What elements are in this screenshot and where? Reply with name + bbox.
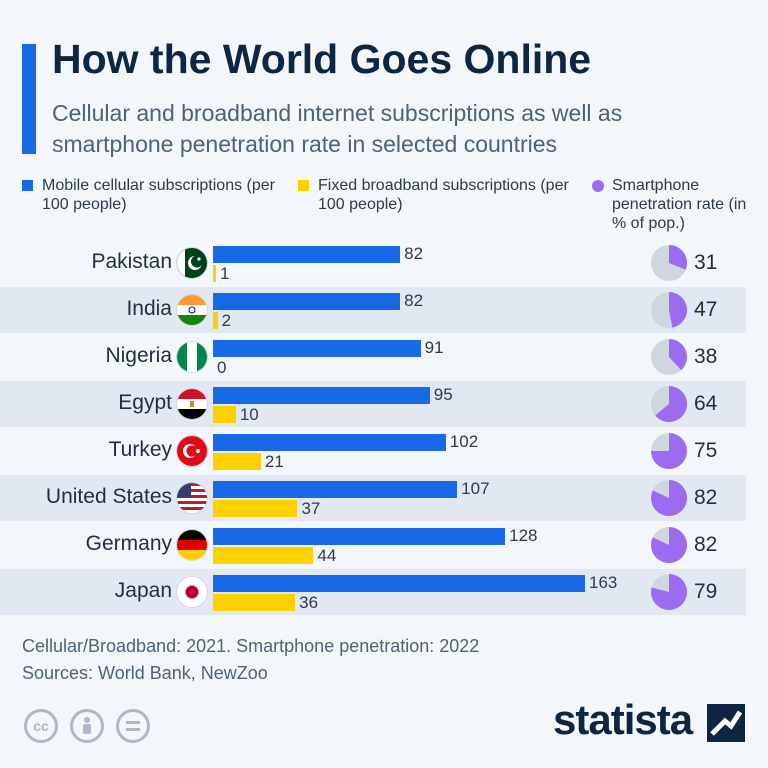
value-smartphone-nigeria: 38 [694,345,718,368]
country-label-nigeria: Nigeria [105,344,172,367]
country-label-egypt: Egypt [118,391,172,414]
nigeria-flag-icon [177,342,207,372]
value-mobile-germany: 128 [509,526,538,545]
pakistan-flag-icon [177,248,207,278]
bar-broadband-japan [213,594,296,611]
pie-smartphone-egypt [651,386,687,422]
value-smartphone-india: 47 [694,298,718,321]
turkey-flag-icon [177,436,207,466]
bar-broadband-united-states [213,500,298,517]
cc-icon[interactable]: cc [24,709,58,743]
pie-smartphone-germany [651,527,687,563]
value-smartphone-egypt: 64 [694,392,718,415]
pie-smartphone-nigeria [651,339,687,375]
value-broadband-united-states: 37 [301,499,321,518]
pie-smartphone-india [651,292,687,328]
attribution-icon[interactable] [70,709,104,743]
brand-name[interactable]: statista [553,696,693,743]
value-mobile-turkey: 102 [449,432,479,451]
value-smartphone-turkey: 75 [694,439,718,462]
pie-smartphone-turkey [651,433,687,469]
value-smartphone-germany: 82 [694,533,718,556]
egypt-flag-icon [177,389,207,419]
value-smartphone-japan: 79 [694,580,718,603]
bar-mobile-pakistan [213,246,401,263]
pie-slice-nigeria [669,339,687,371]
bar-broadband-germany [213,547,314,564]
pie-smartphone-united-states [651,480,687,516]
pie-slice-pakistan [669,245,687,270]
value-broadband-turkey: 21 [264,452,284,471]
bar-mobile-japan [213,575,585,592]
pie-slice-germany [651,527,687,563]
title-accent-bar [22,44,36,154]
legend-mobile-label: Mobile cellular subscriptions (per 100 p… [42,177,275,213]
statista-logo-icon[interactable] [707,704,745,742]
chart-subtitle: Cellular and broadband internet subscrip… [52,100,623,157]
bar-mobile-germany [213,528,506,545]
pie-slice-india [669,292,687,328]
value-mobile-united-states: 107 [461,479,490,498]
footer-note: Cellular/Broadband: 2021. Smartphone pen… [22,636,480,656]
bar-broadband-egypt [213,406,236,423]
chart-title: How the World Goes Online [52,36,592,82]
value-broadband-nigeria: 0 [217,358,227,377]
value-broadband-egypt: 10 [239,405,259,424]
value-mobile-india: 82 [404,291,424,310]
value-broadband-india: 2 [221,311,232,330]
value-mobile-pakistan: 82 [404,244,424,263]
legend-broadband-swatch [298,180,309,191]
pie-slice-egypt [655,386,687,422]
pie-slice-united-states [651,480,687,516]
bar-broadband-turkey [213,453,261,470]
country-label-germany: Germany [85,532,172,555]
country-label-united-states: United States [45,485,172,508]
bar-mobile-turkey [213,434,446,451]
legend-smartphone-label: Smartphone penetration rate (in % of pop… [612,177,747,232]
legend-broadband-label: Fixed broadband subscriptions (per 100 p… [318,177,569,213]
bar-broadband-india [213,312,218,329]
pie-smartphone-pakistan [651,245,687,281]
value-smartphone-pakistan: 31 [694,251,718,274]
value-mobile-egypt: 95 [433,385,453,404]
india-flag-icon [177,295,207,325]
value-broadband-pakistan: 1 [220,264,230,283]
no-derivatives-icon[interactable] [116,709,150,743]
value-mobile-japan: 163 [589,573,618,592]
country-label-turkey: Turkey [108,438,172,461]
usa-flag-icon [177,483,207,513]
value-smartphone-united-states: 82 [694,486,718,509]
bar-mobile-united-states [213,481,458,498]
bar-mobile-egypt [213,387,430,404]
pie-slice-turkey [651,433,687,469]
footer-sources: Sources: World Bank, NewZoo [22,663,268,683]
japan-flag-icon [177,577,207,607]
legend-mobile-swatch [22,180,33,191]
germany-flag-icon [177,530,207,560]
country-label-japan: Japan [114,579,172,602]
bar-mobile-nigeria [213,340,421,357]
bar-broadband-pakistan [213,265,216,282]
value-mobile-nigeria: 91 [424,338,444,357]
bar-mobile-india [213,293,401,310]
country-label-india: India [126,297,172,320]
value-broadband-germany: 44 [317,546,337,565]
value-broadband-japan: 36 [299,593,319,612]
country-label-pakistan: Pakistan [91,250,172,273]
pie-slice-japan [651,574,687,610]
legend-smartphone-swatch [592,180,604,192]
pie-smartphone-japan [651,574,687,610]
